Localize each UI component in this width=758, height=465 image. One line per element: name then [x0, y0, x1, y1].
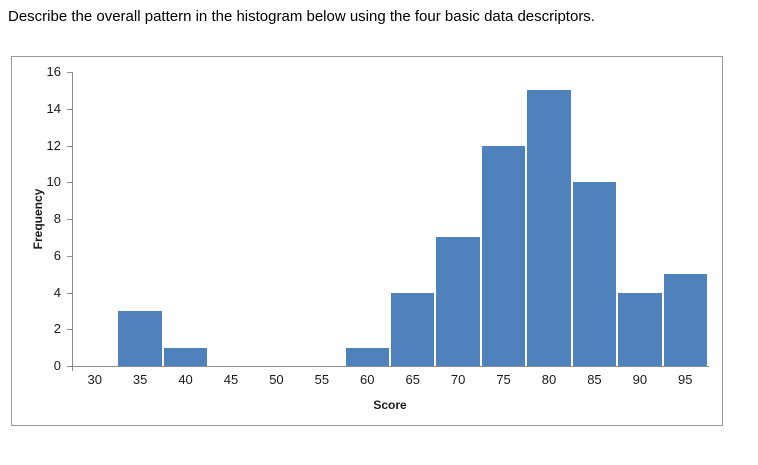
- bar: [617, 292, 663, 366]
- x-tick-label: 35: [132, 372, 148, 387]
- y-axis-tick: [67, 72, 72, 73]
- y-tick-label: 6: [53, 247, 61, 263]
- x-tick-label: 50: [269, 372, 284, 387]
- x-tick-label: 60: [360, 372, 375, 387]
- y-tick-label: 10: [46, 174, 61, 190]
- x-tick-label: 30: [87, 372, 102, 387]
- y-tick-label: 4: [53, 284, 61, 300]
- bar: [162, 347, 209, 366]
- x-tick-label: 55: [314, 372, 330, 387]
- y-axis-tick: [67, 145, 72, 147]
- bar: [435, 237, 481, 366]
- x-tick-label: 85: [587, 372, 602, 387]
- bar: [662, 274, 708, 366]
- y-tick-label: 12: [46, 137, 61, 153]
- x-tick-label: 70: [450, 372, 466, 387]
- bar: [526, 90, 572, 366]
- y-axis-tick: [67, 219, 72, 220]
- bar: [390, 292, 436, 366]
- x-tick-label: 95: [678, 372, 693, 387]
- x-tick-label: 75: [496, 372, 511, 387]
- bar: [480, 145, 527, 366]
- bar: [344, 347, 390, 366]
- y-axis-tick: [67, 255, 72, 257]
- x-tick-label: 45: [223, 372, 239, 387]
- bar: [117, 310, 163, 366]
- x-axis-line: [72, 366, 709, 367]
- y-axis-tick: [67, 108, 72, 110]
- y-tick-label: 2: [53, 321, 61, 337]
- y-axis-line: [72, 72, 73, 371]
- y-tick-label: 8: [53, 211, 61, 226]
- x-tick-label: 65: [405, 372, 420, 387]
- y-axis-tick: [67, 182, 72, 184]
- x-tick-label: 90: [632, 372, 648, 387]
- x-tick-label: 80: [541, 372, 557, 387]
- y-tick-label: 0: [53, 358, 61, 373]
- histogram-chart: Frequency Score 0 2 4 6 8 10 12 14 16 30 35 40 45 50 5…: [11, 56, 723, 426]
- x-axis-title: Score: [373, 398, 407, 412]
- bar: [571, 182, 618, 366]
- y-axis-tick: [67, 292, 72, 294]
- y-axis-tick: [67, 329, 72, 331]
- x-tick-label: 40: [178, 372, 193, 387]
- y-tick-label: 14: [46, 100, 61, 116]
- question-text: Describe the overall pattern in the hist…: [8, 8, 595, 25]
- y-axis-tick: [67, 366, 72, 367]
- y-tick-label: 16: [46, 64, 61, 79]
